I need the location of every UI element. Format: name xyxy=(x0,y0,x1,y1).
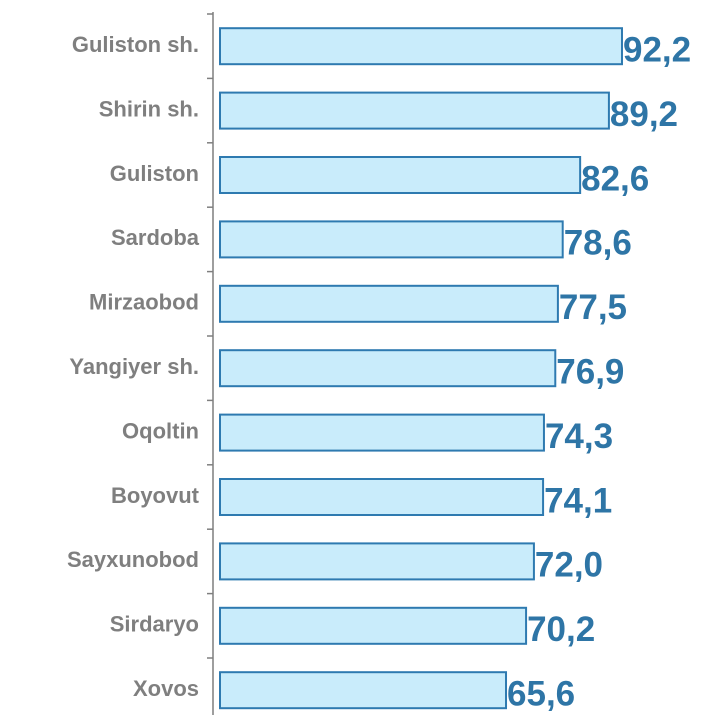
category-label: Mirzaobod xyxy=(89,290,199,315)
value-label: 89,2 xyxy=(610,95,678,134)
bar xyxy=(219,413,545,452)
category-label: Sirdaryo xyxy=(110,612,199,637)
category-label: Sardoba xyxy=(111,225,200,250)
category-label: Shirin sh. xyxy=(99,96,199,121)
value-label: 92,2 xyxy=(623,30,691,69)
category-label: Boyovut xyxy=(111,483,200,508)
value-label: 72,0 xyxy=(535,546,603,585)
value-label: 78,6 xyxy=(564,224,632,263)
bar xyxy=(219,156,582,194)
bar xyxy=(219,284,559,323)
category-label: Sayxunobod xyxy=(67,547,199,572)
category-label: Guliston xyxy=(110,161,199,186)
bar xyxy=(219,671,508,710)
bar xyxy=(219,542,535,581)
value-label: 76,9 xyxy=(556,352,624,391)
value-label: 65,6 xyxy=(507,674,575,713)
category-label: Oqoltin xyxy=(122,418,199,443)
category-label: Guliston sh. xyxy=(72,32,199,57)
category-label: Xovos xyxy=(133,676,199,701)
category-label: Yangiyer sh. xyxy=(69,354,199,379)
value-label: 74,3 xyxy=(545,417,613,456)
value-label: 82,6 xyxy=(581,159,649,198)
value-label: 74,1 xyxy=(544,481,612,520)
value-label: 77,5 xyxy=(559,288,627,327)
bar xyxy=(219,349,557,388)
bar xyxy=(219,606,528,645)
bar xyxy=(219,91,610,130)
bar xyxy=(219,27,623,66)
value-label: 70,2 xyxy=(527,610,595,649)
bar xyxy=(219,478,545,516)
bar xyxy=(219,220,564,259)
